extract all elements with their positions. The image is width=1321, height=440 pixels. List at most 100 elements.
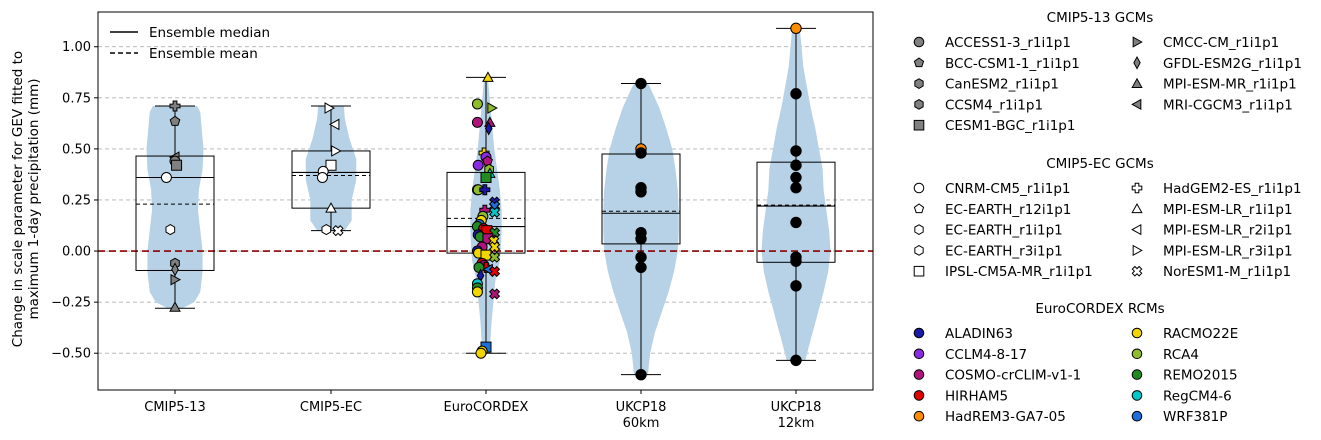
legend-marker xyxy=(913,182,925,194)
y-tick-label: 0.00 xyxy=(62,245,91,260)
legend-item-label: MPI-ESM-LR_r3i1p1 xyxy=(1163,243,1293,259)
legend-item-label: MRI-CGCM3_r1i1p1 xyxy=(1163,97,1293,113)
legend-marker xyxy=(913,348,925,360)
legend-group-2: CMIP5-EC GCMs CNRM-CM5_r1i1p1 EC-EARTH_r12… xyxy=(913,156,1302,280)
data-point xyxy=(325,159,337,171)
data-point xyxy=(488,288,501,300)
data-point xyxy=(635,77,647,90)
legend-marker xyxy=(914,99,924,110)
data-point xyxy=(790,159,802,171)
x-tick-label-line2: 60km xyxy=(623,416,660,431)
data-point xyxy=(488,206,501,218)
legend-marker xyxy=(913,327,925,339)
legend-marker xyxy=(1131,182,1143,194)
x-tick-label: UKCP18 xyxy=(616,400,667,415)
legend-item-label: MPI-ESM-LR_r2i1p1 xyxy=(1163,223,1293,239)
legend-item-label: EC-EARTH_r12i1p1 xyxy=(945,202,1071,218)
data-point xyxy=(488,251,501,263)
data-point xyxy=(635,186,647,198)
data-point xyxy=(325,202,337,213)
legend-marker xyxy=(913,57,925,68)
legend-item-label: HadGEM2-ES_r1i1p1 xyxy=(1163,181,1302,197)
data-point xyxy=(321,224,332,236)
legend-item-label: RACMO22E xyxy=(1163,326,1238,342)
points-group-4 xyxy=(635,77,647,381)
legend-item-label: MPI-ESM-MR_r1i1p1 xyxy=(1163,77,1297,93)
legend-group-title: EuroCORDEX RCMs xyxy=(1035,301,1164,317)
y-tick-label: −0.25 xyxy=(51,296,91,311)
legend-item-label: ALADIN63 xyxy=(945,326,1013,342)
legend-item-label: CanESM2_r1i1p1 xyxy=(945,77,1059,93)
data-point xyxy=(790,22,802,35)
legend-marker xyxy=(913,410,925,422)
data-point xyxy=(790,255,802,267)
legend-item-label: NorESM1-M_r1i1p1 xyxy=(1163,264,1291,280)
legend-item-label: COSMO-crCLIM-v1-1 xyxy=(945,368,1081,384)
points-group-1 xyxy=(160,100,183,312)
legend-marker xyxy=(914,245,924,256)
data-point xyxy=(790,145,802,157)
x-tick-label-line2: 12km xyxy=(778,416,815,431)
legend-marker xyxy=(1132,244,1143,257)
legend-item-label: CCLM4-8-17 xyxy=(945,347,1027,363)
legend-item-label: GFDL-ESM2G_r1i1p1 xyxy=(1163,56,1302,72)
legend-item-label: RegCM4-6 xyxy=(1163,388,1232,404)
data-point xyxy=(488,265,501,278)
legend-item-label: MPI-ESM-LR_r1i1p1 xyxy=(1163,202,1293,218)
y-tick-label: 0.75 xyxy=(62,91,91,106)
data-point xyxy=(790,182,802,194)
data-point xyxy=(169,301,181,312)
data-point xyxy=(171,262,179,277)
y-axis-title-line2: maximum 1-day precipitation (mm) xyxy=(26,78,42,319)
legend-item-label: IPSL-CM5A-MR_r1i1p1 xyxy=(945,264,1093,280)
data-point xyxy=(160,172,172,184)
y-tick-label: −0.50 xyxy=(51,347,91,362)
points-group-3 xyxy=(471,71,501,359)
legend-item-label: CESM1-BGC_r1i1p1 xyxy=(945,118,1075,134)
legend-item-label: CMCC-CM_r1i1p1 xyxy=(1163,35,1279,51)
data-point xyxy=(472,159,484,171)
legend-item-label: HIRHAM5 xyxy=(945,388,1008,404)
y-axis-title: Change in scale parameter for GEV fitted… xyxy=(10,51,42,347)
legend-marker xyxy=(1131,202,1143,214)
legend-marker xyxy=(1131,265,1143,277)
points-group-5 xyxy=(790,22,802,367)
data-point xyxy=(790,216,802,229)
data-point xyxy=(171,159,183,171)
data-point xyxy=(484,121,493,136)
data-point xyxy=(471,286,483,298)
legend-group-3: EuroCORDEX RCMs ALADIN63 CCLM4-8-17 COSMO-c… xyxy=(913,301,1238,425)
legend-marker xyxy=(1131,410,1143,422)
legend-item-label: BCC-CSM1-1_r1i1p1 xyxy=(945,56,1080,72)
data-point xyxy=(471,98,483,110)
violin-1 xyxy=(146,105,204,309)
data-point xyxy=(635,147,647,159)
data-point xyxy=(635,251,647,263)
data-point xyxy=(790,280,802,292)
violin-5 xyxy=(761,28,831,361)
x-tick-label: CMIP5-13 xyxy=(144,400,205,415)
data-point xyxy=(790,88,802,100)
data-point xyxy=(328,118,340,131)
x-tick-label: UKCP18 xyxy=(771,400,822,415)
legend-marker xyxy=(1131,223,1142,236)
legend-marker xyxy=(1131,369,1143,380)
legend-marker xyxy=(913,203,925,214)
data-point xyxy=(475,347,487,359)
line-legend: Ensemble median Ensemble mean xyxy=(110,25,270,62)
y-tick-label: 0.25 xyxy=(62,193,91,208)
data-point xyxy=(473,261,485,273)
legend-item-label: WRF381P xyxy=(1163,409,1227,425)
data-point xyxy=(169,115,181,126)
data-point xyxy=(331,145,342,157)
legend-item-label: ACCESS1-3_r1i1p1 xyxy=(945,35,1071,51)
data-point xyxy=(324,102,336,114)
data-point xyxy=(790,171,802,184)
points-group-2 xyxy=(316,102,344,237)
data-point xyxy=(635,368,647,381)
data-point xyxy=(332,225,344,237)
legend-group-1: CMIP5-13 GCMs ACCESS1-3_r1i1p1 BCC-CSM1-1_… xyxy=(913,10,1302,134)
legend-item-label: HadREM3-GA7-05 xyxy=(945,409,1066,425)
